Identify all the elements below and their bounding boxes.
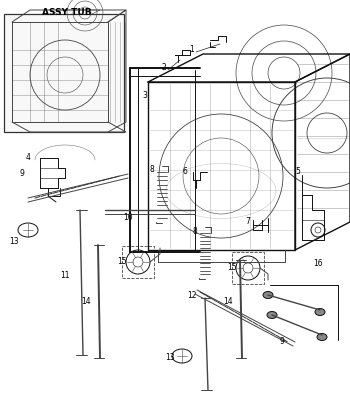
Text: 12: 12	[187, 291, 197, 301]
Text: 11: 11	[60, 270, 70, 280]
Text: 4: 4	[26, 154, 30, 162]
Ellipse shape	[317, 333, 327, 341]
Text: 15: 15	[117, 257, 127, 267]
Text: 6: 6	[183, 168, 188, 177]
Bar	[232, 252, 264, 284]
Text: 3: 3	[142, 91, 147, 99]
Text: 9: 9	[20, 169, 25, 179]
Text: 14: 14	[81, 297, 91, 307]
Text: ASSY TUB: ASSY TUB	[42, 8, 92, 17]
Bar	[4, 14, 124, 132]
Text: 13: 13	[165, 354, 175, 362]
Text: 14: 14	[223, 297, 233, 307]
Bar	[122, 246, 154, 278]
Ellipse shape	[267, 312, 277, 318]
Ellipse shape	[263, 291, 273, 299]
Text: 16: 16	[313, 259, 323, 268]
Text: 13: 13	[9, 238, 19, 246]
Text: 1: 1	[190, 46, 194, 55]
Text: 9: 9	[280, 337, 285, 346]
Text: 8: 8	[150, 166, 154, 175]
Text: 8: 8	[193, 227, 197, 236]
Ellipse shape	[315, 308, 325, 316]
Text: 10: 10	[123, 213, 133, 223]
Text: 15: 15	[227, 263, 237, 272]
Text: 5: 5	[295, 168, 300, 177]
Text: 2: 2	[162, 63, 166, 72]
Text: 7: 7	[246, 217, 251, 227]
